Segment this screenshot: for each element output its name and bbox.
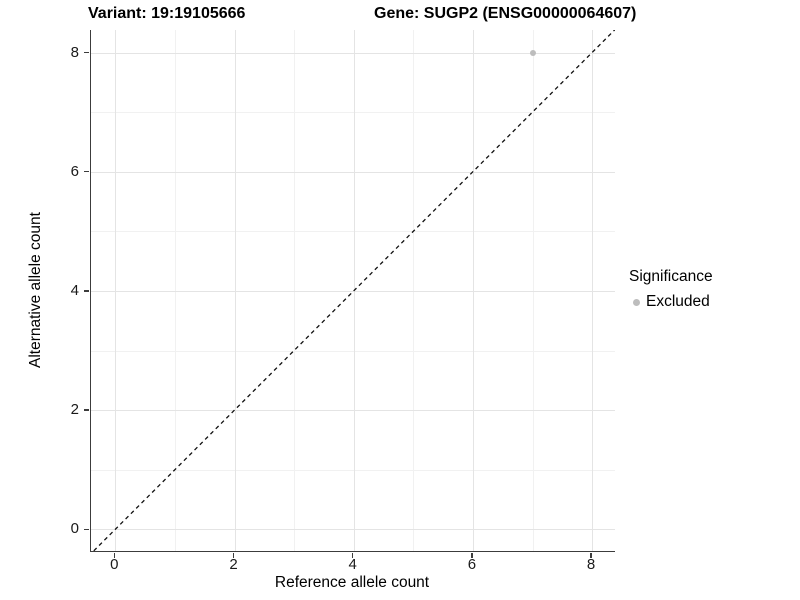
y-tick-label: 6 bbox=[70, 162, 79, 180]
y-tick-mark bbox=[84, 170, 89, 173]
plot-panel bbox=[90, 30, 615, 552]
y-tick-label: 2 bbox=[70, 401, 79, 419]
v-gridline-minor bbox=[174, 30, 176, 551]
v-gridline-major bbox=[592, 30, 594, 551]
y-tick-label: 8 bbox=[70, 43, 79, 61]
x-tick-label: 4 bbox=[348, 556, 357, 573]
y-tick-mark bbox=[84, 409, 89, 411]
x-axis-title: Reference allele count bbox=[274, 574, 430, 591]
x-tick-label: 0 bbox=[110, 556, 119, 573]
h-gridline-major bbox=[91, 171, 615, 173]
h-gridline-major bbox=[91, 529, 615, 531]
y-tick-label: 0 bbox=[70, 520, 79, 538]
legend-items: Excluded bbox=[629, 293, 713, 311]
h-gridline-minor bbox=[91, 112, 615, 114]
y-tick-mark bbox=[84, 51, 89, 54]
legend-title: Significance bbox=[629, 268, 713, 285]
y-axis-title: Alternative allele count bbox=[27, 212, 44, 368]
x-tick-mark bbox=[351, 552, 354, 558]
x-tick-mark bbox=[590, 552, 592, 558]
v-gridline-major bbox=[234, 30, 236, 551]
plot-title-gene: Gene: SUGP2 (ENSG00000064607) bbox=[374, 5, 637, 22]
h-gridline-major bbox=[91, 290, 615, 292]
x-tick-mark bbox=[232, 552, 235, 558]
v-gridline-major bbox=[472, 30, 474, 551]
y-tick-label: 4 bbox=[70, 281, 79, 299]
v-gridline-minor bbox=[294, 30, 296, 551]
v-gridline-minor bbox=[532, 30, 534, 551]
x-tick-label: 8 bbox=[586, 556, 596, 573]
plot-title-variant: Variant: 19:19105666 bbox=[88, 5, 246, 22]
legend: Significance Excluded bbox=[629, 268, 713, 311]
y-tick-mark bbox=[84, 528, 89, 530]
v-gridline-major bbox=[115, 30, 117, 551]
legend-item: Excluded bbox=[629, 293, 713, 311]
data-point bbox=[529, 49, 536, 56]
h-gridline-major bbox=[91, 52, 615, 54]
identity-line bbox=[92, 30, 615, 551]
x-tick-label: 2 bbox=[229, 556, 238, 573]
x-tick-mark bbox=[471, 552, 473, 558]
h-gridline-minor bbox=[91, 469, 615, 471]
v-gridline-minor bbox=[413, 30, 415, 551]
x-tick-label: 6 bbox=[467, 556, 477, 573]
h-gridline-minor bbox=[91, 231, 615, 233]
h-gridline-major bbox=[91, 410, 615, 412]
legend-item-label: Excluded bbox=[646, 293, 710, 310]
y-tick-mark bbox=[84, 290, 89, 292]
h-gridline-minor bbox=[91, 350, 615, 352]
x-tick-mark bbox=[113, 552, 115, 558]
legend-point-icon bbox=[633, 298, 640, 306]
